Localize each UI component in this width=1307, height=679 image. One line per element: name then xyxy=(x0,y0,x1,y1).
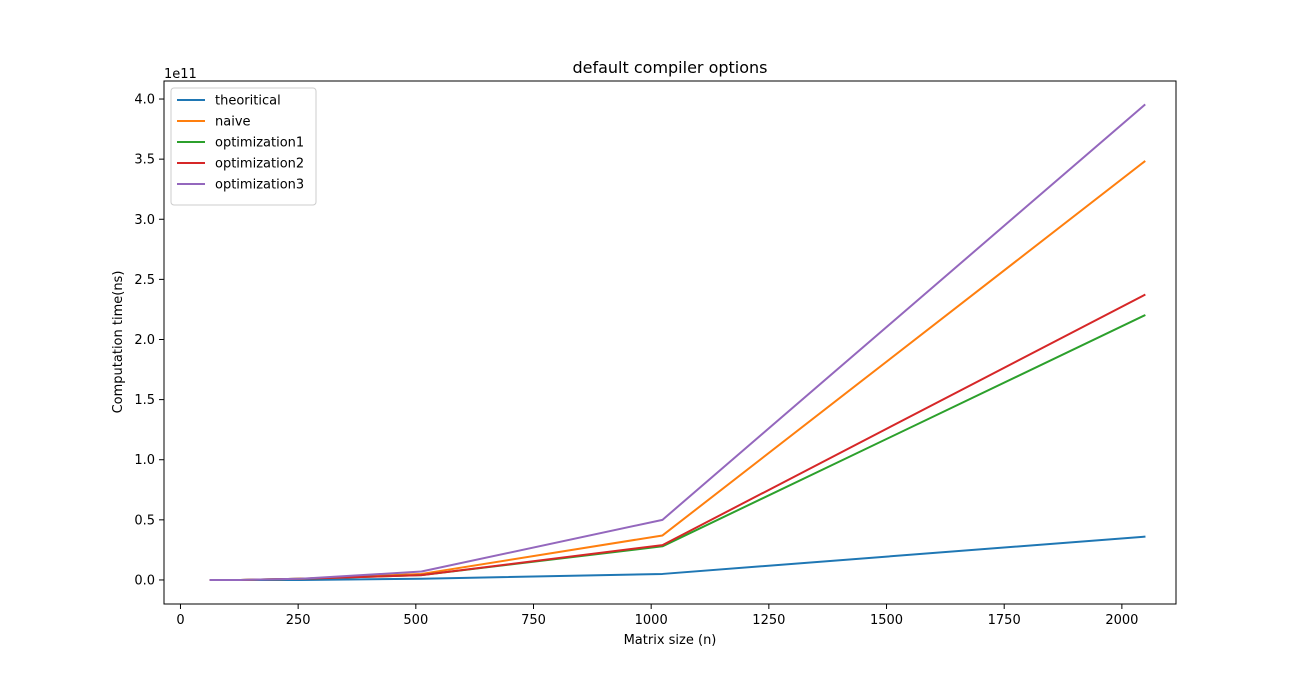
y-tick-label: 2.5 xyxy=(134,273,155,288)
legend-label-naive: naive xyxy=(215,115,251,130)
x-tick-label: 250 xyxy=(286,613,311,628)
legend-label-optimization2: optimization2 xyxy=(215,157,304,172)
x-tick-label: 750 xyxy=(521,613,546,628)
x-tick-label: 1000 xyxy=(635,613,668,628)
legend: theoritical naive optimization1 optimizatio… xyxy=(170,87,317,206)
y-axis-label: Computation time(ns) xyxy=(111,271,126,414)
chart-title: default compiler options xyxy=(572,58,767,77)
y-tick-label: 3.0 xyxy=(134,213,155,228)
series-line-optimization3 xyxy=(209,103,1146,581)
legend-label-optimization3: optimization3 xyxy=(215,178,304,193)
legend-label-theoritical: theoritical xyxy=(215,94,281,109)
y-tick-label: 0.0 xyxy=(134,573,155,588)
x-tick-label: 2000 xyxy=(1105,613,1138,628)
y-tick-label: 3.5 xyxy=(134,153,155,168)
y-tick-label: 2.0 xyxy=(134,333,155,348)
plot-area xyxy=(163,80,1177,605)
x-tick-label: 1750 xyxy=(988,613,1021,628)
x-tick-label: 1250 xyxy=(752,613,785,628)
legend-label-optimization1: optimization1 xyxy=(215,136,304,151)
y-tick-label: 1.0 xyxy=(134,453,155,468)
y-tick-label: 0.5 xyxy=(134,513,155,528)
x-tick-label: 1500 xyxy=(870,613,903,628)
x-axis-ticks: 0 250 500 750 1000 1250 1500 1750 2000 xyxy=(176,604,1138,628)
y-tick-label: 1.5 xyxy=(134,393,155,408)
y-axis-offset-text: 1e11 xyxy=(164,67,197,82)
y-tick-label: 4.0 xyxy=(134,93,155,108)
x-tick-label: 0 xyxy=(176,613,184,628)
x-axis-label: Matrix size (n) xyxy=(624,633,717,648)
axes-frame xyxy=(163,80,1177,605)
legend-box xyxy=(170,87,317,206)
y-axis-ticks: 0.0 0.5 1.0 1.5 2.0 2.5 3.0 3.5 4.0 xyxy=(134,93,164,588)
x-tick-label: 500 xyxy=(403,613,428,628)
